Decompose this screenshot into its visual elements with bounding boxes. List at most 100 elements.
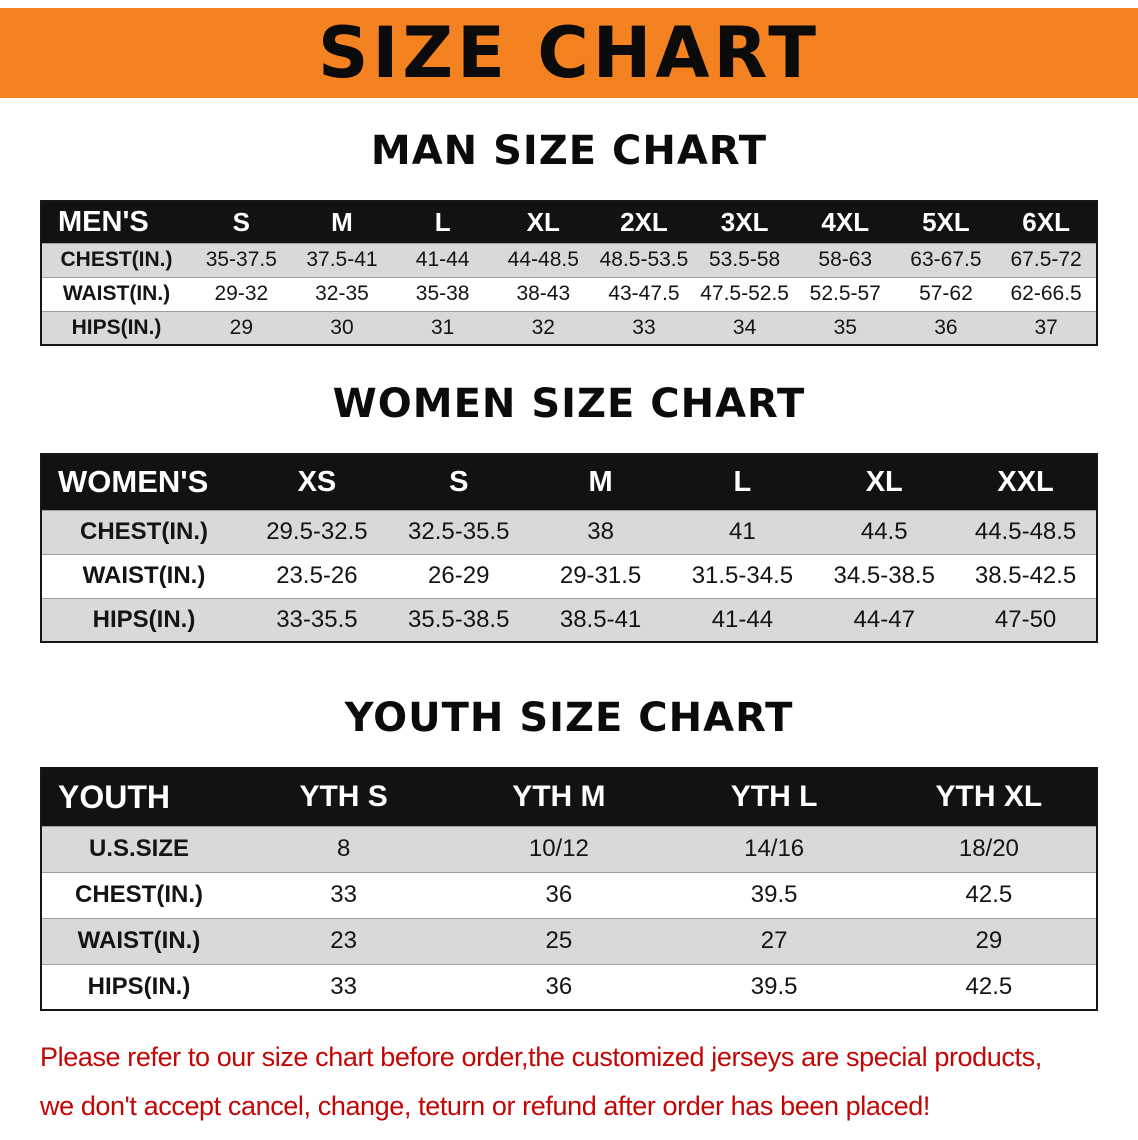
measurement-value: 29 (229, 315, 253, 339)
measurement-row: WAIST(IN.) 29-32 32-35 35-38 38-43 43-47.5 47.… (41, 277, 1097, 311)
size-column-header: XS (246, 454, 388, 510)
size-header-row: WOMEN'S XS S M L XL XXL (41, 454, 1097, 510)
measurement-value: 35-37.5 (205, 248, 277, 271)
size-column-header: M (291, 201, 393, 243)
measurement-value: 18/20 (958, 835, 1019, 862)
size-column-header: S (191, 201, 292, 243)
man-size-chart-title: MAN SIZE CHART (370, 128, 768, 174)
measurement-label: CHEST(IN.) (80, 518, 208, 545)
size-column-header: 5XL (895, 201, 997, 243)
women-size-chart-title: WOMEN SIZE CHART (332, 381, 806, 427)
man-size-section: MAN SIZE CHART MEN'S S M L XL 2XL 3XL 4XL 5XL 6XL… (0, 128, 1138, 346)
measurement-value: 41-44 (415, 248, 470, 271)
measurement-value: 38.5-41 (559, 605, 642, 633)
measurement-value: 29 (975, 927, 1003, 954)
measurement-row: CHEST(IN.) 35-37.5 37.5-41 41-44 44-48.5 48.5… (41, 243, 1097, 277)
measurement-value: 32-35 (315, 282, 369, 305)
measurement-value: 57-62 (919, 282, 973, 305)
measurement-value: 42.5 (965, 972, 1013, 1000)
size-column-header: XXL (955, 454, 1097, 510)
measurement-value: 39.5 (750, 972, 798, 1000)
page-title: SIZE CHART (317, 12, 821, 94)
size-header-row: YOUTH YTH S YTH M YTH L YTH XL (41, 768, 1097, 826)
measurement-value: 48.5-53.5 (599, 248, 689, 271)
measurement-value: 36 (545, 881, 573, 908)
measurement-label: WAIST(IN.) (82, 562, 206, 589)
measurement-value: 53.5-58 (708, 248, 781, 271)
size-column-header: XL (813, 454, 956, 510)
measurement-value: 35-38 (415, 282, 470, 305)
women-size-table: WOMEN'S XS S M L XL XXL CHEST(IN.) 29.5-32.5 32.5… (40, 453, 1098, 643)
banner: SIZE CHART (0, 8, 1138, 98)
measurement-value: 37 (1034, 315, 1058, 339)
measurement-value: 33 (632, 315, 656, 339)
measurement-row: CHEST(IN.) 33 36 39.5 42.5 (41, 872, 1097, 918)
youth-size-table: YOUTH YTH S YTH M YTH L YTH XL U.S.SIZE 8 10/12… (40, 767, 1098, 1011)
disclaimer-note: Please refer to our size chart before or… (40, 1033, 1138, 1131)
measurement-row: HIPS(IN.) 29 30 31 32 33 34 35 36 37 (41, 311, 1097, 345)
size-column-header: 4XL (794, 201, 896, 243)
measurement-value: 32 (531, 315, 555, 339)
measurement-value: 35.5-38.5 (408, 605, 510, 633)
measurement-value: 25 (545, 927, 573, 954)
note-line: we don't accept cancel, change, teturn o… (40, 1091, 930, 1121)
measurement-value: 62-66.5 (1010, 282, 1082, 305)
measurement-value: 10/12 (528, 835, 589, 862)
measurement-value: 38 (587, 518, 614, 545)
measurement-label: U.S.SIZE (88, 835, 190, 862)
measurement-value: 26-29 (428, 562, 490, 589)
size-column-header: YTH L (666, 768, 882, 826)
measurement-row: CHEST(IN.) 29.5-32.5 32.5-35.5 38 41 44.5 44.5… (41, 510, 1097, 554)
table-category-header: WOMEN'S (41, 454, 246, 510)
measurement-value: 42.5 (965, 881, 1013, 908)
measurement-row: WAIST(IN.) 23.5-26 26-29 29-31.5 31.5-34.5 34… (41, 554, 1097, 598)
measurement-row: HIPS(IN.) 33 36 39.5 42.5 (41, 964, 1097, 1010)
measurement-value: 63-67.5 (910, 248, 982, 271)
measurement-row: WAIST(IN.) 23 25 27 29 (41, 918, 1097, 964)
measurement-value: 33 (330, 972, 357, 1000)
measurement-value: 37.5-41 (306, 248, 378, 271)
measurement-value: 33-35.5 (276, 605, 358, 633)
measurement-value: 36 (545, 972, 573, 1000)
measurement-value: 36 (934, 315, 958, 339)
measurement-value: 41-44 (711, 605, 774, 633)
measurement-value: 30 (330, 315, 354, 339)
measurement-value: 29.5-32.5 (266, 518, 368, 545)
measurement-value: 38-43 (516, 282, 571, 305)
measurement-label: WAIST(IN.) (77, 927, 201, 954)
measurement-value: 31 (430, 315, 455, 339)
measurement-label: CHEST(IN.) (75, 881, 203, 908)
size-column-header: XL (492, 201, 594, 243)
measurement-label: HIPS(IN.) (87, 972, 191, 1000)
measurement-label: WAIST(IN.) (62, 282, 171, 305)
size-column-header: M (529, 454, 672, 510)
size-column-header: L (392, 201, 493, 243)
size-column-header: YTH XL (881, 768, 1097, 826)
measurement-value: 41 (729, 518, 756, 545)
table-category-header: YOUTH (41, 768, 236, 826)
measurement-value: 44.5 (860, 518, 908, 545)
size-header-row: MEN'S S M L XL 2XL 3XL 4XL 5XL 6XL (41, 201, 1097, 243)
measurement-value: 14/16 (744, 835, 805, 862)
measurement-value: 58-63 (818, 248, 873, 271)
measurement-value: 52.5-57 (809, 282, 881, 305)
measurement-value: 44-48.5 (507, 248, 579, 271)
size-column-header: S (387, 454, 530, 510)
measurement-value: 31.5-34.5 (691, 562, 794, 589)
size-column-header: L (671, 454, 814, 510)
measurement-label: HIPS(IN.) (71, 315, 162, 339)
measurement-value: 34.5-38.5 (833, 562, 935, 589)
measurement-value: 33 (330, 881, 357, 908)
measurement-value: 35 (833, 315, 857, 339)
youth-size-chart-title: YOUTH SIZE CHART (344, 695, 794, 741)
measurement-value: 29-32 (214, 282, 269, 305)
measurement-label: CHEST(IN.) (60, 248, 173, 271)
note-line: Please refer to our size chart before or… (40, 1042, 1042, 1072)
measurement-value: 67.5-72 (1010, 248, 1082, 271)
measurement-label: HIPS(IN.) (92, 605, 196, 633)
measurement-value: 43-47.5 (608, 282, 680, 305)
measurement-row: HIPS(IN.) 33-35.5 35.5-38.5 38.5-41 41-44 44-… (41, 598, 1097, 642)
women-size-section: WOMEN SIZE CHART WOMEN'S XS S M L XL XXL CHEST(… (0, 381, 1138, 643)
size-column-header: 2XL (593, 201, 695, 243)
measurement-value: 29-31.5 (559, 562, 642, 589)
